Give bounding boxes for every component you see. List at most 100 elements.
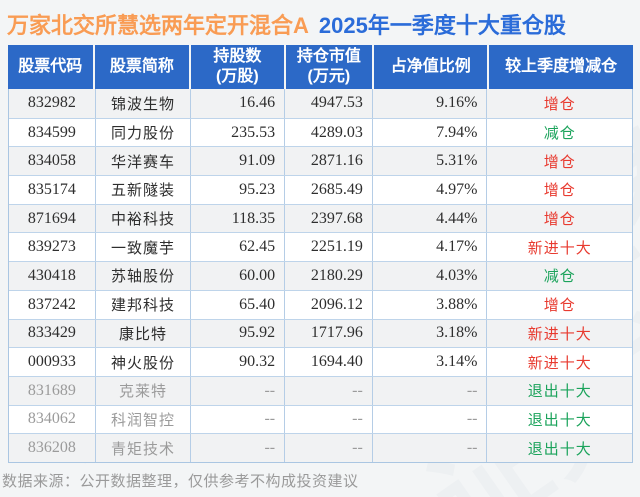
shares-held: 95.92 — [239, 324, 276, 342]
position-change-badge: 新进十大 — [527, 325, 592, 343]
shares-held: 118.35 — [231, 209, 276, 227]
table-cell: 839273 — [9, 233, 95, 261]
stock-name: 科润智控 — [111, 411, 176, 429]
stock-name: 五新隧装 — [111, 182, 176, 200]
table-row: 430418 苏轴股份 60.00 2180.29 4.03% 减仓 — [9, 261, 632, 290]
table-row: 000933 神火股份 90.32 1694.40 3.14% 新进十大 — [9, 347, 632, 376]
table-cell: 锦波生物 — [94, 89, 191, 118]
market-value: 2096.12 — [310, 295, 363, 313]
market-value: 2397.68 — [310, 209, 363, 227]
fund-name: 万家北交所慧选两年定开混合A — [7, 13, 309, 38]
nav-ratio: 4.03% — [436, 266, 478, 284]
stock-name: 一致魔芋 — [111, 239, 176, 257]
table-cell: 减仓 — [486, 118, 632, 147]
table-cell: 4.97% — [371, 176, 487, 204]
table-row: 834062 科润智控 -- -- -- 退出十大 — [9, 404, 632, 434]
table-cell: 1694.40 — [284, 348, 372, 376]
shares-held: -- — [264, 381, 276, 399]
stock-name: 华洋赛车 — [111, 153, 176, 171]
column-header-sublabel: (万股) — [216, 68, 259, 85]
table-cell: 430418 — [9, 262, 95, 290]
column-header-label: 占净值比例 — [390, 58, 471, 75]
nav-ratio: -- — [466, 439, 478, 457]
stock-code: 832982 — [27, 94, 76, 112]
stock-code: 836208 — [27, 439, 76, 457]
stock-name: 同力股份 — [111, 125, 176, 143]
shares-held: -- — [264, 439, 276, 457]
table-cell: 91.09 — [190, 147, 284, 176]
table-cell: -- — [284, 434, 372, 462]
nav-ratio: 9.16% — [436, 94, 478, 112]
table-cell: 减仓 — [486, 262, 632, 290]
table-cell: 3.14% — [371, 348, 487, 376]
table-cell: 增仓 — [486, 147, 632, 176]
table-cell: 五新隧装 — [94, 176, 191, 204]
table-cell: 7.94% — [371, 118, 487, 147]
table-cell: 9.16% — [371, 89, 487, 118]
nav-ratio: 4.97% — [436, 180, 478, 198]
stock-name: 建邦科技 — [111, 297, 176, 315]
table-cell: 834599 — [9, 119, 95, 147]
column-header-label: 持股数 — [213, 48, 262, 65]
nav-ratio: -- — [466, 410, 478, 428]
position-change-badge: 退出十大 — [527, 411, 592, 429]
table-cell: 退出十大 — [486, 405, 632, 434]
stock-code: 831689 — [27, 381, 76, 399]
stock-code: 430418 — [27, 266, 76, 284]
table-cell: 科润智控 — [94, 405, 191, 434]
table-cell: 3.88% — [371, 290, 487, 319]
market-value: 2871.16 — [310, 152, 363, 170]
table-cell: 235.53 — [190, 118, 284, 147]
table-cell: -- — [190, 434, 284, 462]
column-header: 股票代码 — [8, 45, 93, 89]
table-cell: 834062 — [9, 406, 95, 434]
nav-ratio: 7.94% — [436, 123, 478, 141]
shares-held: -- — [264, 410, 276, 428]
table-cell: 5.31% — [371, 147, 487, 176]
stock-name: 康比特 — [119, 325, 168, 343]
page-title: 万家北交所慧选两年定开混合A 2025年一季度十大重仓股 — [7, 8, 566, 40]
table-cell: -- — [284, 405, 372, 434]
table-cell: 2397.68 — [284, 204, 372, 233]
table-cell: 青矩技术 — [94, 434, 191, 462]
table-cell: 新进十大 — [486, 348, 632, 376]
table-cell: 16.46 — [190, 89, 284, 118]
column-header-label: 股票代码 — [18, 58, 83, 75]
table-cell: 2251.19 — [284, 233, 372, 262]
market-value: 2251.19 — [310, 238, 363, 256]
table-row: 832982 锦波生物 16.46 4947.53 9.16% 增仓 — [9, 89, 632, 118]
table-cell: -- — [190, 376, 284, 405]
stock-code: 835174 — [27, 180, 76, 198]
stock-code: 837242 — [27, 295, 76, 313]
table-cell: 4.03% — [371, 262, 487, 290]
stock-code: 000933 — [27, 353, 76, 371]
column-header: 股票简称 — [94, 45, 190, 89]
stock-name: 苏轴股份 — [111, 268, 176, 286]
stock-code: 833429 — [27, 324, 76, 342]
nav-ratio: 3.18% — [436, 324, 478, 342]
table-cell: 000933 — [9, 348, 95, 376]
table-row: 837242 建邦科技 65.40 2096.12 3.88% 增仓 — [9, 289, 632, 319]
position-change-badge: 新进十大 — [527, 239, 592, 257]
table-cell: 中裕科技 — [94, 204, 191, 233]
column-header-sublabel: (万元) — [307, 68, 351, 85]
position-change-badge: 减仓 — [543, 268, 576, 286]
table-row: 839273 一致魔芋 62.45 2251.19 4.17% 新进十大 — [9, 232, 632, 262]
table-cell: 增仓 — [486, 204, 632, 233]
nav-ratio: 3.88% — [436, 295, 478, 313]
table-cell: 苏轴股份 — [94, 262, 191, 290]
market-value: 2685.49 — [310, 180, 363, 198]
position-change-badge: 新进十大 — [527, 354, 592, 372]
table-cell: 2096.12 — [284, 290, 372, 319]
table-cell: -- — [371, 434, 487, 462]
table-cell: 4.44% — [371, 204, 487, 233]
nav-ratio: 3.14% — [436, 353, 478, 371]
table-row: 833429 康比特 95.92 1717.96 3.18% 新进十大 — [9, 318, 632, 348]
table-cell: 871694 — [9, 205, 95, 233]
table-cell: 95.23 — [190, 176, 284, 204]
table-row: 831689 克莱特 -- -- -- 退出十大 — [9, 375, 632, 405]
table-cell: 62.45 — [190, 233, 284, 262]
market-value: 4947.53 — [310, 94, 363, 112]
table-body: 832982 锦波生物 16.46 4947.53 9.16% 增仓 834599 同力股份 2… — [8, 89, 633, 463]
